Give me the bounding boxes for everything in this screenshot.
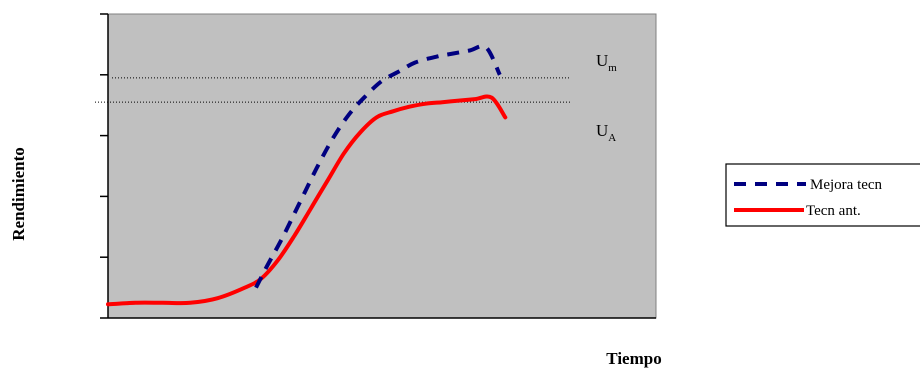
legend-box (725, 163, 920, 227)
y-ticks (100, 13, 108, 319)
legend-label-tecn-ant: Tecn ant. (806, 203, 861, 219)
legend: Mejora tecn Tecn ant. (725, 163, 920, 227)
legend-label-mejora-tecn: Mejora tecn (810, 177, 883, 193)
label-ua: UA (596, 121, 616, 144)
y-axis-title: Rendimiento (9, 147, 28, 241)
series-line-tecn-ant (106, 94, 508, 307)
x-axis-title: Tiempo (606, 349, 661, 368)
reference-lines (95, 77, 570, 103)
label-um: Um (596, 51, 617, 74)
plot-area (107, 13, 657, 319)
series-line-mejora-tecn (254, 44, 502, 289)
